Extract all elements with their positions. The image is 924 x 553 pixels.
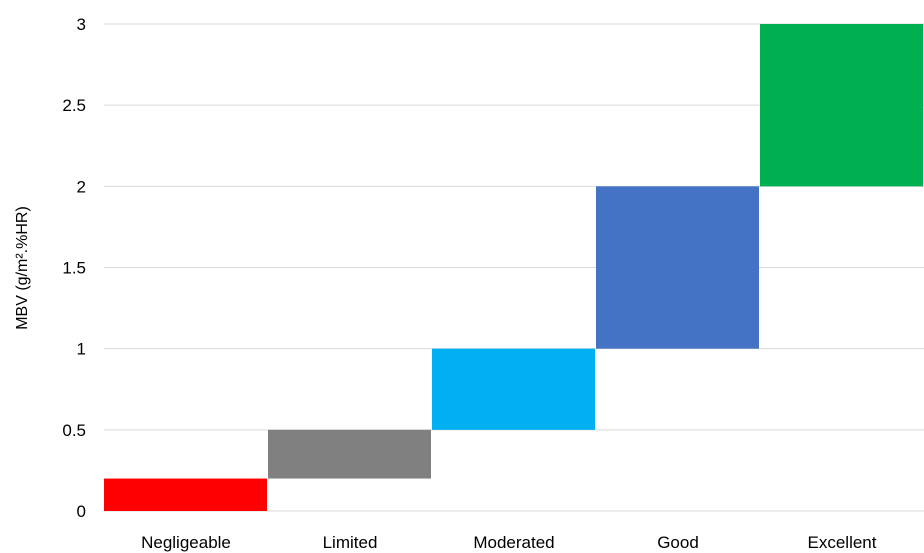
y-tick-label: 0	[77, 502, 86, 521]
y-tick-label: 2.5	[62, 96, 86, 115]
x-axis-categories: Negligeable Limited Moderated Good Excellent	[141, 533, 877, 552]
x-category-label: Good	[657, 533, 699, 552]
x-category-label: Excellent	[808, 533, 877, 552]
bar-limited	[268, 429, 431, 479]
y-axis-title: MBV (g/m².%HR)	[14, 206, 31, 330]
y-axis-ticks: 0 0.5 1 1.5 2 2.5 3	[62, 15, 86, 521]
bar-negligeable	[104, 478, 267, 511]
bar-good	[596, 186, 759, 349]
y-tick-label: 2	[77, 177, 86, 196]
y-tick-label: 0.5	[62, 421, 86, 440]
bar-moderated	[432, 348, 595, 430]
y-tick-label: 1	[77, 340, 86, 359]
bar-excellent	[760, 24, 923, 187]
x-category-label: Moderated	[473, 533, 554, 552]
y-tick-label: 3	[77, 15, 86, 34]
x-category-label: Limited	[323, 533, 378, 552]
x-category-label: Negligeable	[141, 533, 231, 552]
bars	[104, 24, 923, 511]
y-tick-label: 1.5	[62, 259, 86, 278]
